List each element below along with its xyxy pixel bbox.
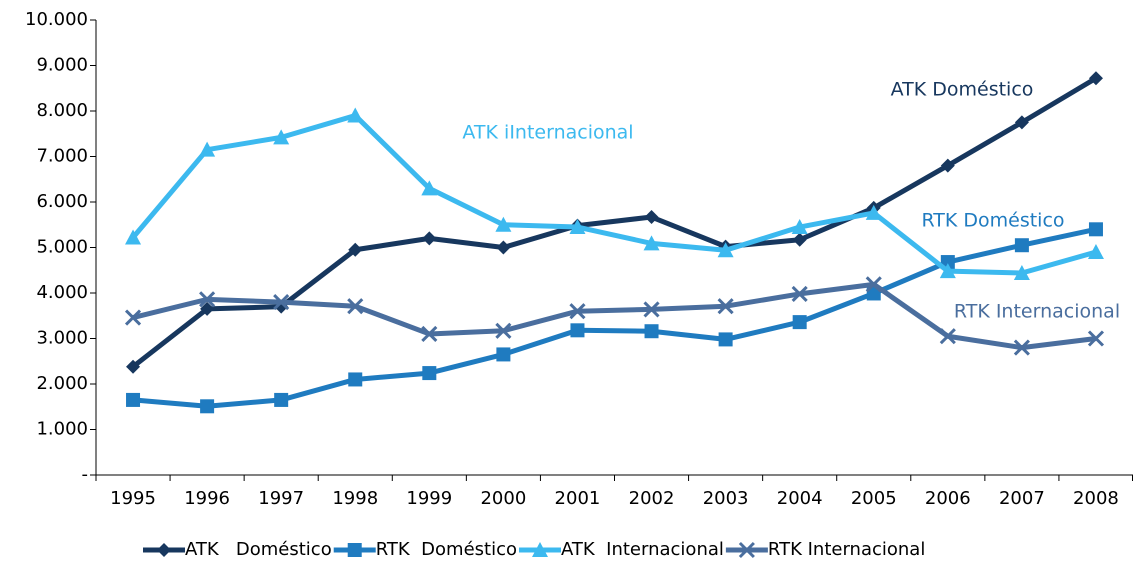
marker [644,324,659,339]
legend-item: ATK Doméstico [143,539,332,560]
marker [422,231,437,246]
series-line [132,281,1097,351]
marker [126,359,141,374]
marker [643,235,660,251]
marker [644,210,659,225]
marker [718,332,733,347]
marker [347,107,364,123]
marker [791,219,808,235]
marker [1013,339,1030,356]
x-tick-label: 2004 [777,488,823,509]
marker [792,315,807,330]
marker [422,366,437,381]
marker [273,294,290,311]
y-tick-label: - [82,464,89,485]
marker [643,301,660,318]
marker [865,204,882,220]
x-tick-label: 2007 [999,488,1045,509]
marker [717,298,734,315]
marker [865,276,882,293]
x-tick-label: 2001 [555,488,601,509]
marker [126,392,141,407]
x-tick-label: 2002 [629,488,675,509]
marker [273,129,290,145]
marker [717,242,734,258]
y-tick-label: 5.000 [36,237,88,258]
marker [348,372,363,387]
series-line [131,76,1098,369]
y-tick-label: 3.000 [36,328,88,349]
x-tick-label: 2008 [1073,488,1119,509]
marker [200,301,215,316]
marker [348,242,363,257]
legend-label: ATK Doméstico [185,539,332,560]
x-tick-label: 1999 [406,488,452,509]
legend-label: ATK Internacional [561,539,724,560]
marker [496,347,511,362]
y-tick-label: 10.000 [25,9,88,30]
x-tick-label: 2005 [851,488,897,509]
series-line [132,226,1097,409]
x-tick-label: 2006 [925,488,971,509]
marker [569,219,586,235]
y-tick-label: 2.000 [36,373,88,394]
y-tick-label: 7.000 [36,146,88,167]
y-tick-label: 4.000 [36,282,88,303]
marker [1013,264,1030,280]
marker [1087,244,1104,260]
marker [496,240,511,255]
series-line [131,113,1097,276]
annotation: ATK iInternacional [462,122,633,144]
legend-label: RTK Doméstico [376,539,517,560]
marker [421,180,438,196]
marker [495,216,512,232]
marker [347,543,362,557]
annotation: ATK Doméstico [891,79,1034,101]
y-tick-label: 6.000 [36,191,88,212]
x-tick-label: 1996 [184,488,230,509]
legend-item: ATK Internacional [519,539,724,560]
legend-item: RTK Internacional [725,539,925,560]
annotation: RTK Doméstico [921,210,1064,232]
marker [124,309,142,326]
marker [125,229,142,245]
x-tick-label: 1998 [332,488,378,509]
marker [792,232,807,247]
marker [157,543,171,557]
marker [939,263,956,279]
marker [495,322,512,339]
x-tick-label: 1995 [110,488,156,509]
legend-item: RTK Doméstico [333,539,517,560]
marker [1087,330,1105,347]
marker [569,303,586,320]
marker [1014,238,1029,253]
marker [274,392,289,407]
marker [791,285,808,302]
marker [347,298,364,315]
marker [200,399,215,414]
marker [570,323,585,338]
marker [421,325,438,343]
marker [1088,71,1103,86]
y-tick-label: 9.000 [36,55,88,76]
y-tick-label: 1.000 [36,419,88,440]
marker [1088,222,1103,237]
x-tick-label: 2000 [480,488,526,509]
x-tick-label: 1997 [258,488,304,509]
x-tick-label: 2003 [703,488,749,509]
marker [738,541,755,559]
marker [939,328,956,345]
marker [199,141,216,157]
marker [940,158,955,173]
y-tick-label: 8.000 [36,100,88,121]
legend-label: RTK Internacional [768,539,925,560]
annotation: RTK Internacional [954,301,1120,323]
marker [199,291,216,308]
marker [532,542,548,557]
marker [1014,115,1029,130]
